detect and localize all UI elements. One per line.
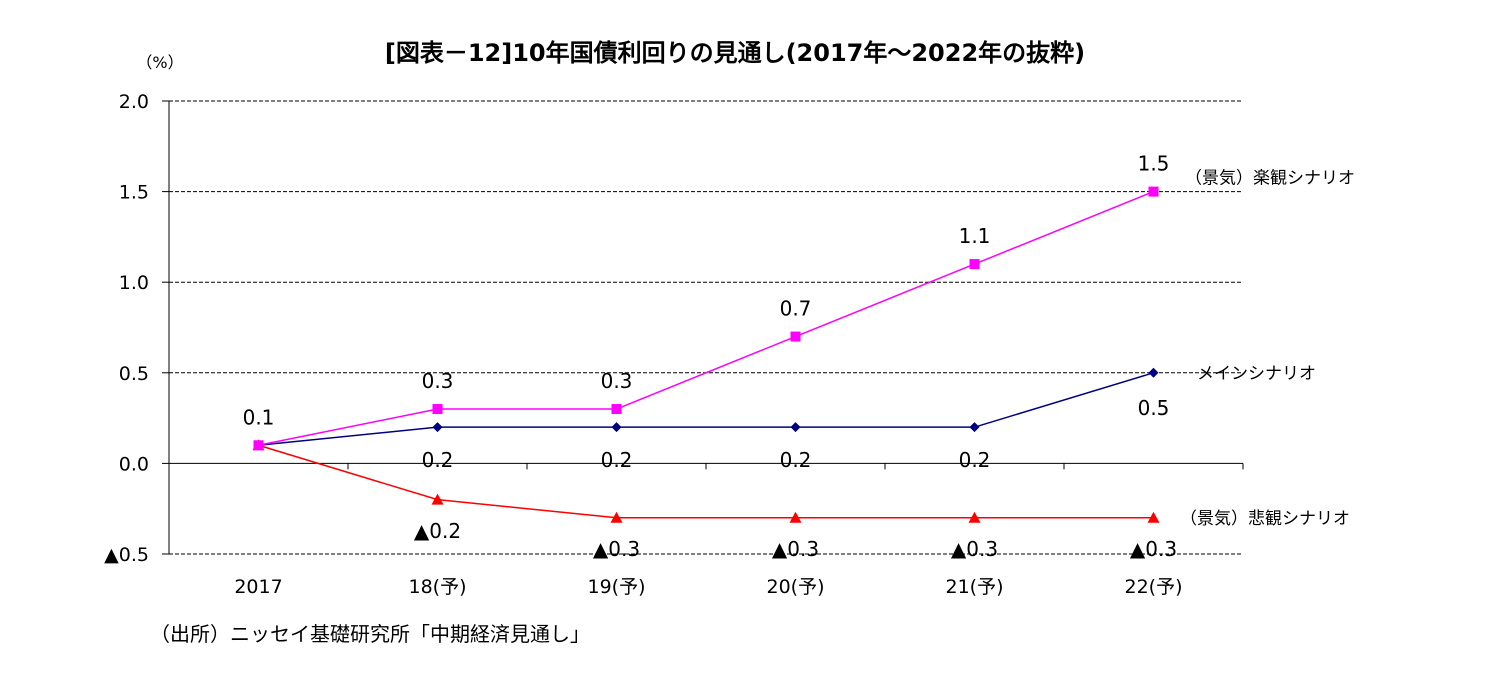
data-label-pessimistic: ▲0.3 xyxy=(951,537,998,561)
data-label-pessimistic: ▲0.3 xyxy=(593,537,640,561)
x-tick-label: 21(予) xyxy=(945,576,1003,598)
series-line xyxy=(258,190,1154,447)
data-point-square xyxy=(1148,186,1159,197)
data-point-diamond xyxy=(432,422,443,433)
plot-area: 2.0 1.5 1.0 0.5 0.0 ▲0.5 2017 18(予) 19(予) 20(予) 21… xyxy=(104,91,1355,598)
data-point-square xyxy=(432,404,443,415)
data-point-square xyxy=(253,440,264,451)
chart-title: [図表－12]10年国債利回りの見通し(2017年～2022年の抜粋) xyxy=(385,39,1085,67)
data-label-main: 0.2 xyxy=(780,448,812,472)
data-point-triangle xyxy=(968,511,981,523)
y-tick-label: 1.0 xyxy=(119,272,149,294)
data-point-square xyxy=(611,404,622,415)
x-tick-label: 19(予) xyxy=(587,576,645,598)
data-label-optimistic: 1.1 xyxy=(959,224,991,248)
data-label-optimistic: 0.7 xyxy=(780,297,812,321)
series-line xyxy=(258,444,1154,519)
x-tick-label: 20(予) xyxy=(766,576,824,598)
data-label-pessimistic: ▲0.3 xyxy=(1130,537,1177,561)
data-label-optimistic: 0.3 xyxy=(422,369,454,393)
series-line xyxy=(258,372,1154,447)
data-point-square xyxy=(790,331,801,342)
data-point-triangle xyxy=(789,511,802,523)
series-label-main: メインシナリオ xyxy=(1197,364,1316,384)
data-label-optimistic: 0.3 xyxy=(601,369,633,393)
data-label-main: 0.5 xyxy=(1138,396,1170,420)
data-point-diamond xyxy=(1148,367,1159,378)
y-tick-label: 0.5 xyxy=(119,363,149,385)
data-point-diamond xyxy=(969,422,980,433)
y-tick-label: ▲0.5 xyxy=(104,544,149,566)
x-tick-label: 22(予) xyxy=(1124,576,1182,598)
data-point-diamond xyxy=(611,422,622,433)
data-point-square xyxy=(969,259,980,270)
data-label-optimistic: 0.1 xyxy=(243,405,275,429)
data-label-pessimistic: ▲0.2 xyxy=(414,519,461,543)
y-tick-label: 1.5 xyxy=(119,182,149,204)
data-label-main: 0.2 xyxy=(959,448,991,472)
series-label-optimistic: （景気）楽観シナリオ xyxy=(1185,169,1355,189)
source-note: （出所）ニッセイ基礎研究所「中期経済見通し」 xyxy=(150,622,590,646)
data-point-triangle xyxy=(610,511,623,523)
data-label-pessimistic: ▲0.3 xyxy=(772,537,819,561)
y-tick-label: 2.0 xyxy=(119,91,149,113)
series-label-pessimistic: （景気）悲観シナリオ xyxy=(1180,509,1350,529)
data-label-main: 0.2 xyxy=(422,448,454,472)
y-tick-label: 0.0 xyxy=(119,453,149,475)
data-point-triangle xyxy=(1147,511,1160,523)
data-point-triangle xyxy=(431,493,444,505)
data-label-optimistic: 1.5 xyxy=(1138,152,1170,176)
x-tick-label: 18(予) xyxy=(408,576,466,598)
data-label-main: 0.2 xyxy=(601,448,633,472)
x-tick-label: 2017 xyxy=(234,576,282,598)
data-point-diamond xyxy=(790,422,801,433)
y-axis-unit: （%） xyxy=(136,53,183,72)
